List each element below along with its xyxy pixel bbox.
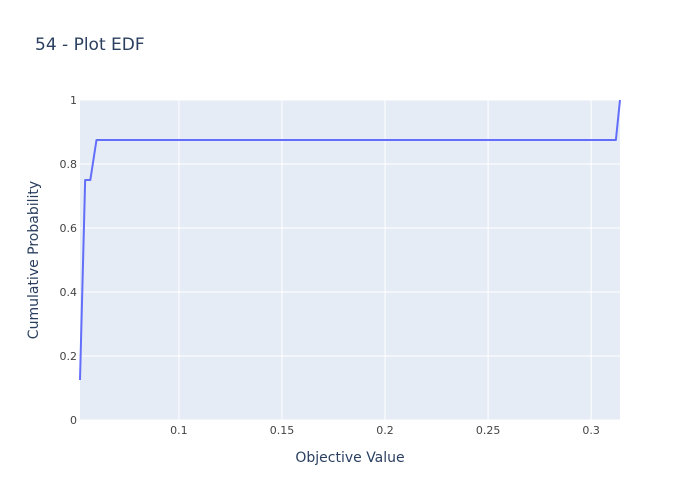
y-tick-label: 1 — [70, 94, 77, 107]
x-tick-label: 0.2 — [376, 424, 394, 437]
chart-title: 54 - Plot EDF — [35, 35, 145, 55]
y-tick-label: 0 — [70, 414, 77, 427]
x-tick-label: 0.3 — [582, 424, 600, 437]
y-tick-label: 0.8 — [60, 158, 78, 171]
y-axis-title: Cumulative Probability — [26, 181, 42, 339]
y-tick-label: 0.2 — [60, 350, 78, 363]
plot-background — [80, 100, 620, 420]
x-tick-label: 0.1 — [170, 424, 188, 437]
series-layer — [79, 99, 621, 381]
grid-lines — [80, 99, 620, 421]
y-tick-label: 0.4 — [60, 286, 78, 299]
x-tick-label: 0.15 — [270, 424, 295, 437]
y-axis-ticks: 0 0.2 0.4 0.6 0.8 1 — [60, 94, 78, 427]
x-axis-ticks: 0.1 0.15 0.2 0.25 0.3 — [170, 424, 600, 437]
x-tick-label: 0.25 — [476, 424, 501, 437]
x-axis-title: Objective Value — [295, 450, 404, 466]
edf-line — [79, 99, 621, 381]
y-tick-label: 0.6 — [60, 222, 78, 235]
